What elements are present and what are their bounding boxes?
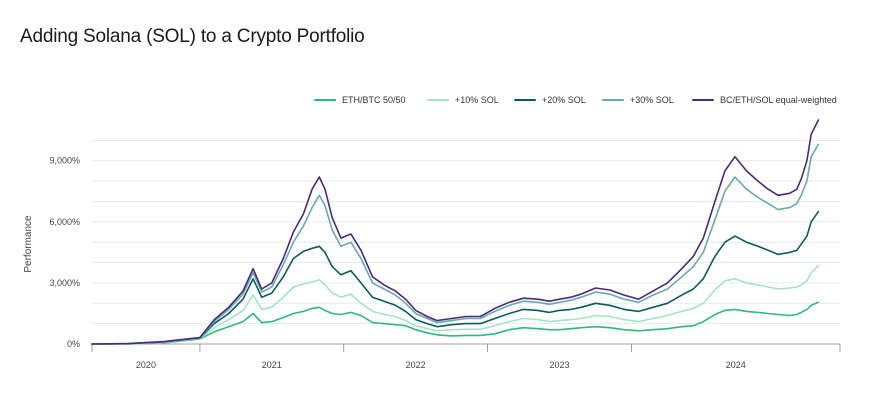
legend-swatch — [427, 99, 449, 101]
y-axis-title: Performance — [23, 215, 34, 273]
y-axis-ticks: 0% 3,000% 6,000% 9,000% — [49, 156, 80, 349]
series-line-3 — [91, 143, 820, 345]
legend-item-20-sol: +20% SOL — [514, 95, 586, 105]
x-tick-label: 2020 — [136, 360, 156, 370]
legend-item-eth-btc: ETH/BTC 50/50 — [314, 95, 406, 105]
series-lines — [91, 119, 820, 345]
y-tick-label: 3,000% — [49, 278, 80, 288]
series-line-4 — [91, 119, 820, 345]
legend: ETH/BTC 50/50 +10% SOL +20% SOL +30% SOL… — [300, 95, 860, 109]
series-line-0 — [91, 301, 820, 345]
gridlines — [92, 139, 840, 345]
y-tick-label: 9,000% — [49, 156, 80, 166]
x-tick-label: 2021 — [262, 360, 282, 370]
x-tick-label: 2023 — [549, 360, 569, 370]
x-tick-label: 2024 — [726, 360, 746, 370]
x-axis: 2020 2021 2022 2023 2024 — [91, 343, 841, 370]
legend-swatch — [514, 99, 536, 101]
legend-label: BC/ETH/SOL equal-weighted — [720, 95, 837, 105]
legend-label: ETH/BTC 50/50 — [342, 95, 406, 105]
legend-label: +20% SOL — [542, 95, 586, 105]
chart-title: Adding Solana (SOL) to a Crypto Portfoli… — [20, 26, 365, 47]
legend-label: +30% SOL — [630, 95, 674, 105]
x-tick-label: 2022 — [406, 360, 426, 370]
legend-swatch — [314, 99, 336, 101]
series-line-1 — [91, 264, 820, 345]
legend-item-30-sol: +30% SOL — [602, 95, 674, 105]
series-line-2 — [91, 210, 820, 345]
legend-item-equal-weighted: BC/ETH/SOL equal-weighted — [692, 95, 837, 105]
legend-swatch — [602, 99, 624, 101]
legend-swatch — [692, 99, 714, 101]
legend-item-10-sol: +10% SOL — [427, 95, 499, 105]
y-tick-label: 0% — [67, 339, 80, 349]
legend-label: +10% SOL — [455, 95, 499, 105]
y-tick-label: 6,000% — [49, 217, 80, 227]
